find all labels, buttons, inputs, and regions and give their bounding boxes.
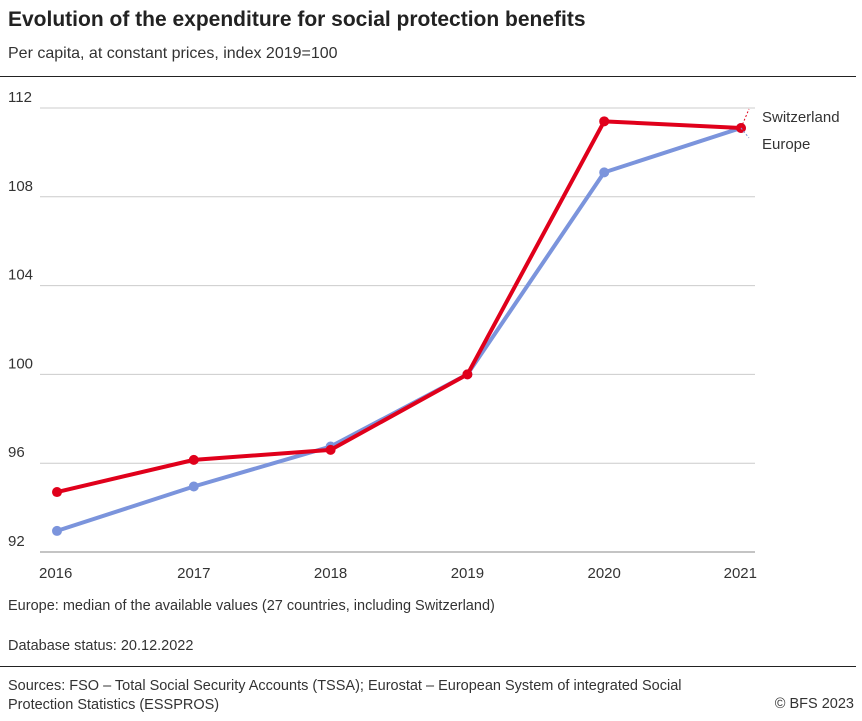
x-tick-label: 2016 (39, 565, 72, 582)
chart-subtitle: Per capita, at constant prices, index 20… (8, 45, 338, 62)
y-tick-label: 96 (8, 444, 25, 461)
sources: Sources: FSO – Total Social Security Acc… (8, 678, 682, 713)
x-tick-label: 2021 (724, 565, 757, 582)
legend-leader-switzerland (740, 108, 750, 129)
y-tick-label: 104 (8, 267, 33, 284)
data-point-switzerland (325, 444, 336, 455)
y-tick-label: 108 (8, 178, 33, 195)
data-point-europe (52, 525, 62, 536)
copyright: © BFS 2023 (774, 696, 854, 712)
series-line-switzerland (56, 119, 742, 495)
data-point-switzerland (462, 369, 473, 380)
data-point-switzerland (599, 116, 610, 127)
line-chart: 92 96 100 104 108 112 2016 2017 2018 2019 2020 2021… (8, 89, 840, 582)
top-rule (0, 76, 856, 77)
y-tick-label: 92 (8, 533, 25, 550)
data-point-switzerland (52, 487, 62, 498)
series-label-switzerland: Switzerland (762, 109, 840, 126)
x-tick-label: 2019 (451, 565, 484, 582)
database-status: Database status: 20.12.2022 (8, 638, 194, 654)
series-line-europe (56, 126, 742, 533)
series-label-europe: Europe (762, 136, 810, 153)
europe-note: Europe: median of the available values (… (8, 598, 495, 614)
data-point-europe (188, 481, 199, 492)
chart-title: Evolution of the expenditure for social … (8, 8, 586, 31)
x-tick-label: 2020 (588, 565, 621, 582)
bottom-rule (0, 666, 856, 667)
x-tick-label: 2017 (177, 565, 210, 582)
data-point-europe (599, 167, 610, 178)
y-tick-label: 100 (8, 355, 33, 372)
y-tick-label: 112 (8, 89, 32, 106)
data-point-switzerland (188, 454, 199, 465)
x-tick-label: 2018 (314, 565, 347, 582)
